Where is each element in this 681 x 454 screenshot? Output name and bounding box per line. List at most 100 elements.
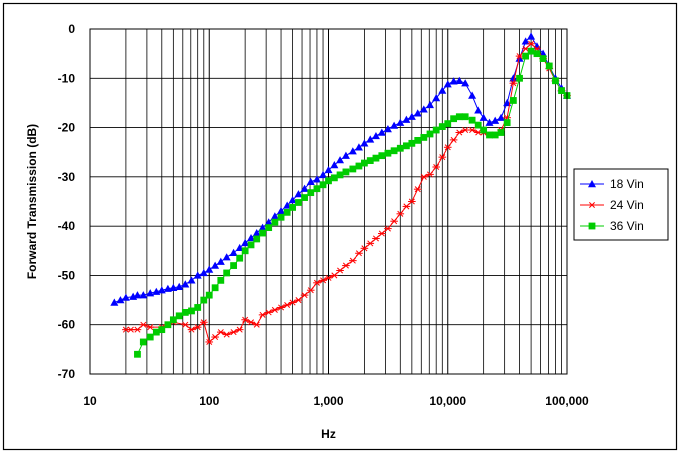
data-point-36-vin xyxy=(372,154,380,162)
data-point-24-vin xyxy=(271,306,279,313)
plot-area-border xyxy=(89,28,568,375)
data-point-24-vin xyxy=(390,218,398,225)
data-point-18-vin xyxy=(175,282,184,290)
star-stroke xyxy=(200,319,207,326)
data-point-24-vin xyxy=(384,225,392,232)
data-point-36-vin xyxy=(236,254,244,262)
y-axis-ticks: 0 -10 -20 -30 -40 -50 -60 -70 xyxy=(58,22,76,381)
data-point-18-vin xyxy=(157,286,166,294)
star-stroke xyxy=(194,324,201,331)
series-layer xyxy=(110,32,571,358)
data-point-24-vin xyxy=(229,329,238,336)
data-point-24-vin xyxy=(187,326,196,333)
data-point-18-vin xyxy=(116,296,125,304)
data-point-18-vin xyxy=(396,118,405,126)
star-stroke xyxy=(295,297,302,304)
data-point-24-vin xyxy=(313,279,321,286)
data-point-18-vin xyxy=(371,131,380,140)
data-point-36-vin xyxy=(366,157,374,164)
data-point-18-vin xyxy=(521,37,530,45)
data-point-18-vin xyxy=(121,293,130,301)
data-point-24-vin xyxy=(241,316,249,323)
x-tick-label: 100 xyxy=(199,394,219,408)
x-axis-ticks: 10 100 1,000 10,000 100,000 xyxy=(83,394,589,408)
data-point-36-vin xyxy=(301,194,308,201)
data-point-36-vin xyxy=(349,165,357,173)
data-point-18-vin xyxy=(479,113,488,121)
y-tick-label: -50 xyxy=(58,268,76,282)
data-point-24-vin xyxy=(294,297,303,304)
data-point-18-vin xyxy=(419,105,428,113)
star-stroke xyxy=(444,144,451,151)
data-point-24-vin xyxy=(306,287,315,294)
data-point-24-vin xyxy=(139,321,148,328)
data-point-18-vin xyxy=(407,112,416,120)
data-point-36-vin xyxy=(491,131,499,139)
data-point-18-vin xyxy=(139,291,148,299)
data-point-18-vin xyxy=(258,223,267,231)
star-stroke xyxy=(462,127,469,134)
data-point-24-vin xyxy=(252,321,261,328)
star-stroke xyxy=(510,80,517,87)
x-axis-title: Hz xyxy=(321,427,336,441)
data-point-24-vin xyxy=(133,326,142,333)
data-point-36-vin xyxy=(175,312,183,320)
data-point-18-vin xyxy=(330,161,339,169)
legend-label: 18 Vin xyxy=(610,177,644,191)
star-stroke xyxy=(122,326,129,333)
data-point-18-vin xyxy=(468,91,477,99)
data-point-36-vin xyxy=(194,304,202,311)
y-axis-title: Forward Transmission (dB) xyxy=(25,124,39,279)
data-point-36-vin xyxy=(283,208,291,216)
data-point-24-vin xyxy=(205,338,214,345)
legend-marker xyxy=(588,180,596,188)
data-point-36-vin xyxy=(330,174,338,182)
data-point-18-vin xyxy=(377,128,386,136)
star-stroke xyxy=(355,250,362,257)
legend-label: 24 Vin xyxy=(610,198,644,212)
star-stroke xyxy=(349,257,356,264)
data-point-36-vin xyxy=(527,47,535,55)
data-point-36-vin xyxy=(516,74,523,82)
star-stroke xyxy=(182,321,189,328)
data-point-36-vin xyxy=(444,120,452,128)
data-point-36-vin xyxy=(384,149,392,157)
data-point-24-vin xyxy=(324,274,333,281)
star-stroke xyxy=(320,277,327,284)
data-point-18-vin xyxy=(348,147,357,155)
data-point-36-vin xyxy=(378,152,386,160)
data-point-24-vin xyxy=(277,304,285,311)
data-point-18-vin xyxy=(390,121,399,129)
data-point-36-vin xyxy=(420,134,428,141)
star-stroke xyxy=(212,334,219,341)
data-point-24-vin xyxy=(355,250,363,257)
data-point-36-vin xyxy=(414,136,422,144)
data-point-24-vin xyxy=(360,245,369,252)
data-point-18-vin xyxy=(216,257,225,265)
star-stroke xyxy=(337,267,344,274)
data-point-18-vin xyxy=(235,243,244,252)
data-point-24-vin xyxy=(515,53,524,60)
data-point-36-vin xyxy=(558,87,565,95)
data-point-18-vin xyxy=(306,177,315,185)
star-stroke xyxy=(408,198,415,205)
data-point-18-vin xyxy=(449,77,458,85)
data-point-18-vin xyxy=(146,289,155,297)
data-point-36-vin xyxy=(390,147,398,155)
data-point-24-vin xyxy=(330,272,339,279)
data-point-24-vin xyxy=(527,40,535,47)
star-stroke xyxy=(278,304,285,311)
data-point-36-vin xyxy=(205,291,213,299)
data-point-18-vin xyxy=(294,190,303,198)
x-tick-label: 10,000 xyxy=(429,394,466,408)
data-point-18-vin xyxy=(354,143,363,151)
star-stroke xyxy=(361,245,368,252)
data-point-36-vin xyxy=(277,213,285,221)
star-stroke xyxy=(426,171,434,178)
legend-label: 36 Vin xyxy=(610,219,644,233)
data-point-18-vin xyxy=(383,125,392,133)
data-point-18-vin xyxy=(497,113,506,121)
legend-marker xyxy=(588,222,596,230)
data-point-18-vin xyxy=(241,238,250,247)
